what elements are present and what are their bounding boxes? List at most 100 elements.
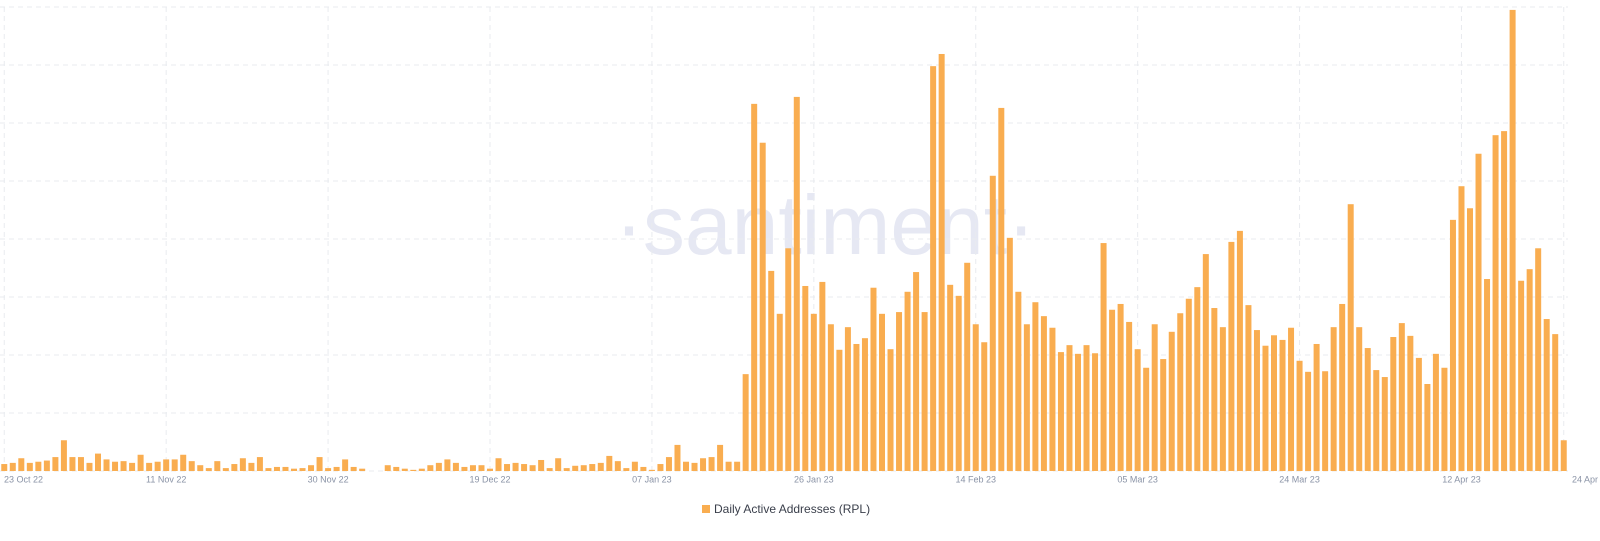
bar <box>827 324 834 471</box>
bar <box>861 338 868 471</box>
bar <box>163 459 170 471</box>
bar <box>512 462 519 471</box>
bar <box>197 465 204 471</box>
bar <box>256 457 263 471</box>
bar <box>947 284 954 471</box>
bar <box>904 291 911 471</box>
bar <box>1535 248 1542 471</box>
bar <box>1552 334 1559 471</box>
bar <box>95 453 101 471</box>
bar <box>316 457 323 471</box>
bar <box>188 461 195 471</box>
bar <box>1023 324 1030 471</box>
bar <box>700 458 707 471</box>
bar <box>1398 323 1405 471</box>
bar <box>631 461 638 471</box>
x-tick-label: 26 Jan 23 <box>794 474 834 484</box>
bar <box>759 142 766 471</box>
bar <box>248 462 255 471</box>
bar <box>606 455 613 471</box>
bar <box>1467 208 1473 471</box>
bar <box>1006 237 1013 471</box>
bar <box>691 462 698 471</box>
bar <box>1219 327 1226 471</box>
bar <box>299 468 306 471</box>
bar <box>487 468 493 471</box>
bar <box>273 466 280 471</box>
bar <box>1305 371 1312 471</box>
x-tick-label: 05 Mar 23 <box>1117 474 1158 484</box>
bar <box>989 175 996 471</box>
bar <box>734 461 741 471</box>
bar <box>665 457 672 471</box>
bar <box>1236 230 1243 471</box>
bar <box>1057 352 1064 471</box>
bar <box>1364 348 1371 471</box>
bar <box>26 462 33 471</box>
bar <box>640 466 647 471</box>
bar <box>1492 135 1499 471</box>
bar <box>180 454 187 471</box>
bar <box>129 462 136 471</box>
bar <box>580 465 587 471</box>
bar <box>478 465 485 471</box>
bar <box>1168 331 1175 471</box>
bar <box>921 312 928 471</box>
x-tick-label: 24 Apr <box>1572 474 1598 484</box>
x-tick-label: 14 Feb 23 <box>955 474 996 484</box>
bar <box>86 462 93 471</box>
bar <box>1066 345 1073 471</box>
bar <box>1484 279 1491 471</box>
bar <box>393 466 400 471</box>
bar <box>1458 186 1465 471</box>
bar <box>1296 360 1303 471</box>
bar <box>282 466 289 471</box>
bar <box>495 458 502 471</box>
bar <box>1177 313 1184 471</box>
bar <box>717 444 724 471</box>
bar <box>1501 131 1508 471</box>
bar <box>751 103 758 472</box>
bar <box>998 107 1005 472</box>
bar <box>18 458 25 471</box>
bar <box>913 272 920 471</box>
bar <box>1415 357 1422 471</box>
bar <box>657 464 664 471</box>
bar <box>333 466 340 471</box>
bar <box>1245 305 1252 471</box>
bar <box>785 248 792 471</box>
bar <box>1475 153 1482 472</box>
bar <box>1015 291 1022 471</box>
bar <box>938 53 945 471</box>
bar <box>870 287 877 471</box>
bar <box>1279 339 1286 471</box>
bar <box>504 464 511 471</box>
bar <box>972 324 979 471</box>
bar <box>623 468 630 471</box>
bar <box>853 343 860 471</box>
bar <box>1109 309 1116 471</box>
x-tick-label: 19 Dec 22 <box>469 474 510 484</box>
bar <box>469 465 476 471</box>
bar <box>1126 321 1133 471</box>
bar <box>955 295 962 471</box>
bar <box>77 457 84 471</box>
bar <box>1083 345 1090 471</box>
bar <box>342 459 349 471</box>
bar <box>1288 327 1295 471</box>
bar <box>1560 440 1567 471</box>
bar <box>1347 204 1354 471</box>
bar <box>427 465 434 471</box>
bar <box>1373 370 1380 471</box>
bar <box>981 342 988 471</box>
bar <box>1330 327 1337 471</box>
bar <box>350 466 357 471</box>
bar <box>1134 349 1141 471</box>
bar <box>452 462 459 471</box>
bar <box>879 313 885 471</box>
bar <box>43 460 50 471</box>
bar <box>930 66 937 471</box>
bar <box>674 444 681 471</box>
bar <box>52 457 59 471</box>
bar <box>231 464 238 471</box>
